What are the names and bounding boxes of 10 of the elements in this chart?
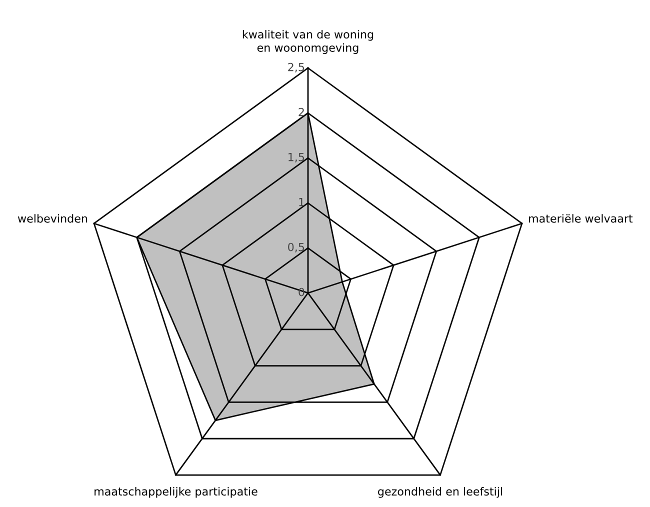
y-tick-label: 2 [298,108,304,116]
y-tick-label: 2,5 [288,62,304,72]
y-tick-label: 0,5 [288,242,304,252]
spoke-label: materiële welvaart [528,214,633,223]
y-tick-label: 1,5 [288,152,304,162]
spoke-label: welbevinden [18,214,88,223]
spoke-label: maatschappelijke participatie [94,487,258,498]
spoke-label: gezondheid en leefstijl [378,487,502,498]
y-tick-label: 1 [299,198,304,206]
spoke-label: kwaliteit van de woning en woonomgeving [242,30,374,54]
